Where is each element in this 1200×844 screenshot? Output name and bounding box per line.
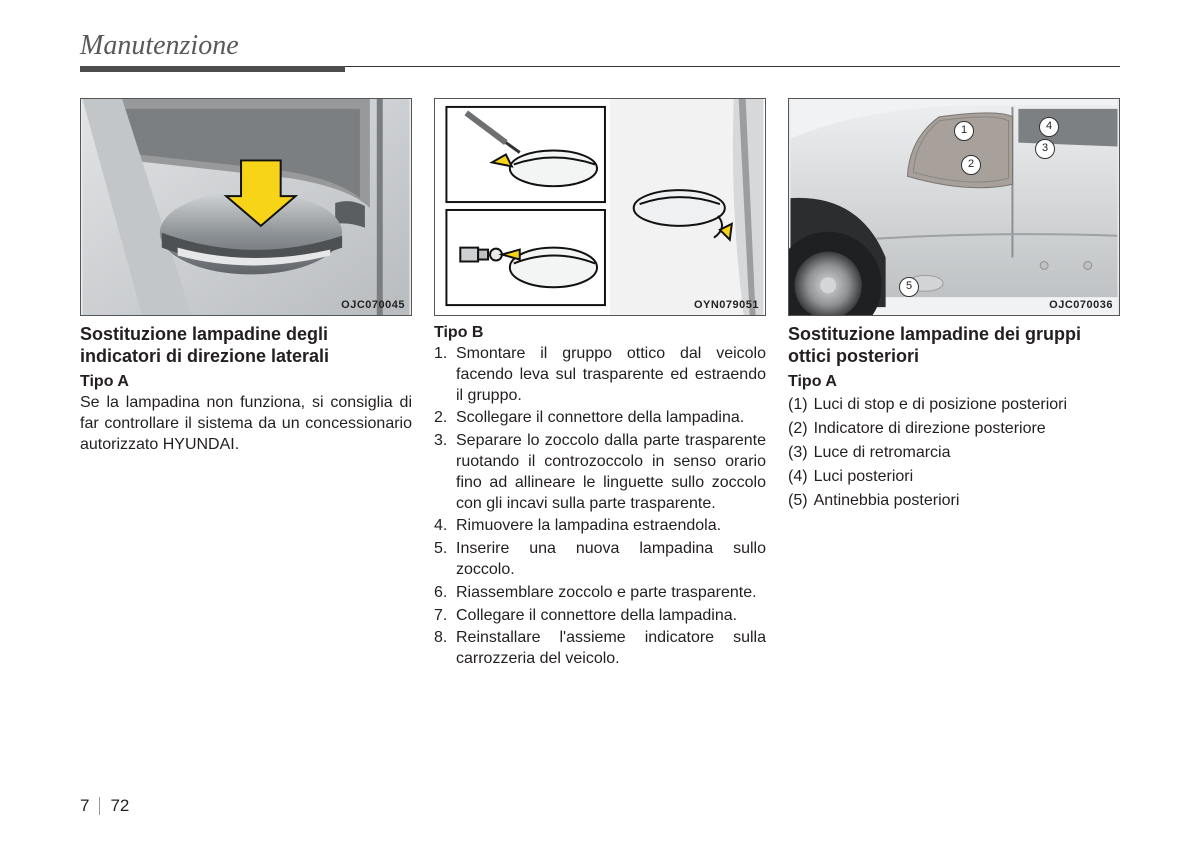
callout-3: 3 bbox=[1035, 139, 1055, 159]
mirror-illustration bbox=[81, 99, 411, 315]
col3-list: (1)Luci di stop e di posizione posterior… bbox=[788, 393, 1120, 513]
section-title: Manutenzione bbox=[80, 30, 1120, 62]
chapter-number: 7 bbox=[80, 796, 89, 816]
figure-mirror: OJC070045 bbox=[80, 98, 412, 316]
header-rule bbox=[80, 66, 1120, 72]
step-item: Rimuovere la lampadina estraendola. bbox=[434, 516, 766, 537]
col2-subhead: Tipo B bbox=[434, 324, 766, 342]
callout-1: 1 bbox=[954, 121, 974, 141]
step-item: Collegare il connettore della lam­padina… bbox=[434, 606, 766, 627]
col1-heading: Sostituzione lampadine degli indicatori … bbox=[80, 324, 412, 367]
step-item: Riassemblare zoccolo e parte trasparente… bbox=[434, 583, 766, 604]
step-item: Separare lo zoccolo dalla parte traspare… bbox=[434, 431, 766, 514]
list-item: (5)Antinebbia posteriori bbox=[788, 489, 1120, 513]
list-item: (4)Luci posteriori bbox=[788, 465, 1120, 489]
list-item: (1)Luci di stop e di posizione posterior… bbox=[788, 393, 1120, 417]
figure-side-repeater: OYN079051 bbox=[434, 98, 766, 316]
page-separator bbox=[99, 797, 100, 815]
figure-code: OYN079051 bbox=[694, 299, 759, 311]
col2-steps: Smontare il gruppo ottico dal veicolo fa… bbox=[434, 344, 766, 670]
column-3: 1 2 3 4 5 OJC070036 Sostituzione lampadi… bbox=[788, 98, 1120, 672]
col3-heading: Sostituzione lampadine dei gruppi ottici… bbox=[788, 324, 1120, 367]
figure-rear: 1 2 3 4 5 OJC070036 bbox=[788, 98, 1120, 316]
col3-subhead: Tipo A bbox=[788, 373, 1120, 391]
callout-5: 5 bbox=[899, 277, 919, 297]
page-number-value: 72 bbox=[110, 796, 129, 816]
col1-text: Se la lampadina non funziona, si consigl… bbox=[80, 393, 412, 455]
callout-2: 2 bbox=[961, 155, 981, 175]
column-1: OJC070045 Sostituzione lampadine degli i… bbox=[80, 98, 412, 672]
callout-4: 4 bbox=[1039, 117, 1059, 137]
list-item: (2)Indicatore di direzione posteriore bbox=[788, 417, 1120, 441]
figure-code: OJC070036 bbox=[1049, 299, 1113, 311]
step-item: Smontare il gruppo ottico dal veicolo fa… bbox=[434, 344, 766, 406]
step-item: Scollegare il connettore della lampadina… bbox=[434, 408, 766, 429]
repeater-illustration bbox=[435, 99, 765, 315]
page-number: 7 72 bbox=[80, 796, 129, 816]
step-item: Reinstallare l'assieme indicatore sulla … bbox=[434, 628, 766, 670]
step-item: Inserire una nuova lampadina sullo zocco… bbox=[434, 539, 766, 581]
col1-subhead: Tipo A bbox=[80, 373, 412, 391]
content-columns: OJC070045 Sostituzione lampadine degli i… bbox=[80, 98, 1120, 672]
figure-code: OJC070045 bbox=[341, 299, 405, 311]
column-2: OYN079051 Tipo B Smontare il gruppo otti… bbox=[434, 98, 766, 672]
list-item: (3)Luce di retromarcia bbox=[788, 441, 1120, 465]
